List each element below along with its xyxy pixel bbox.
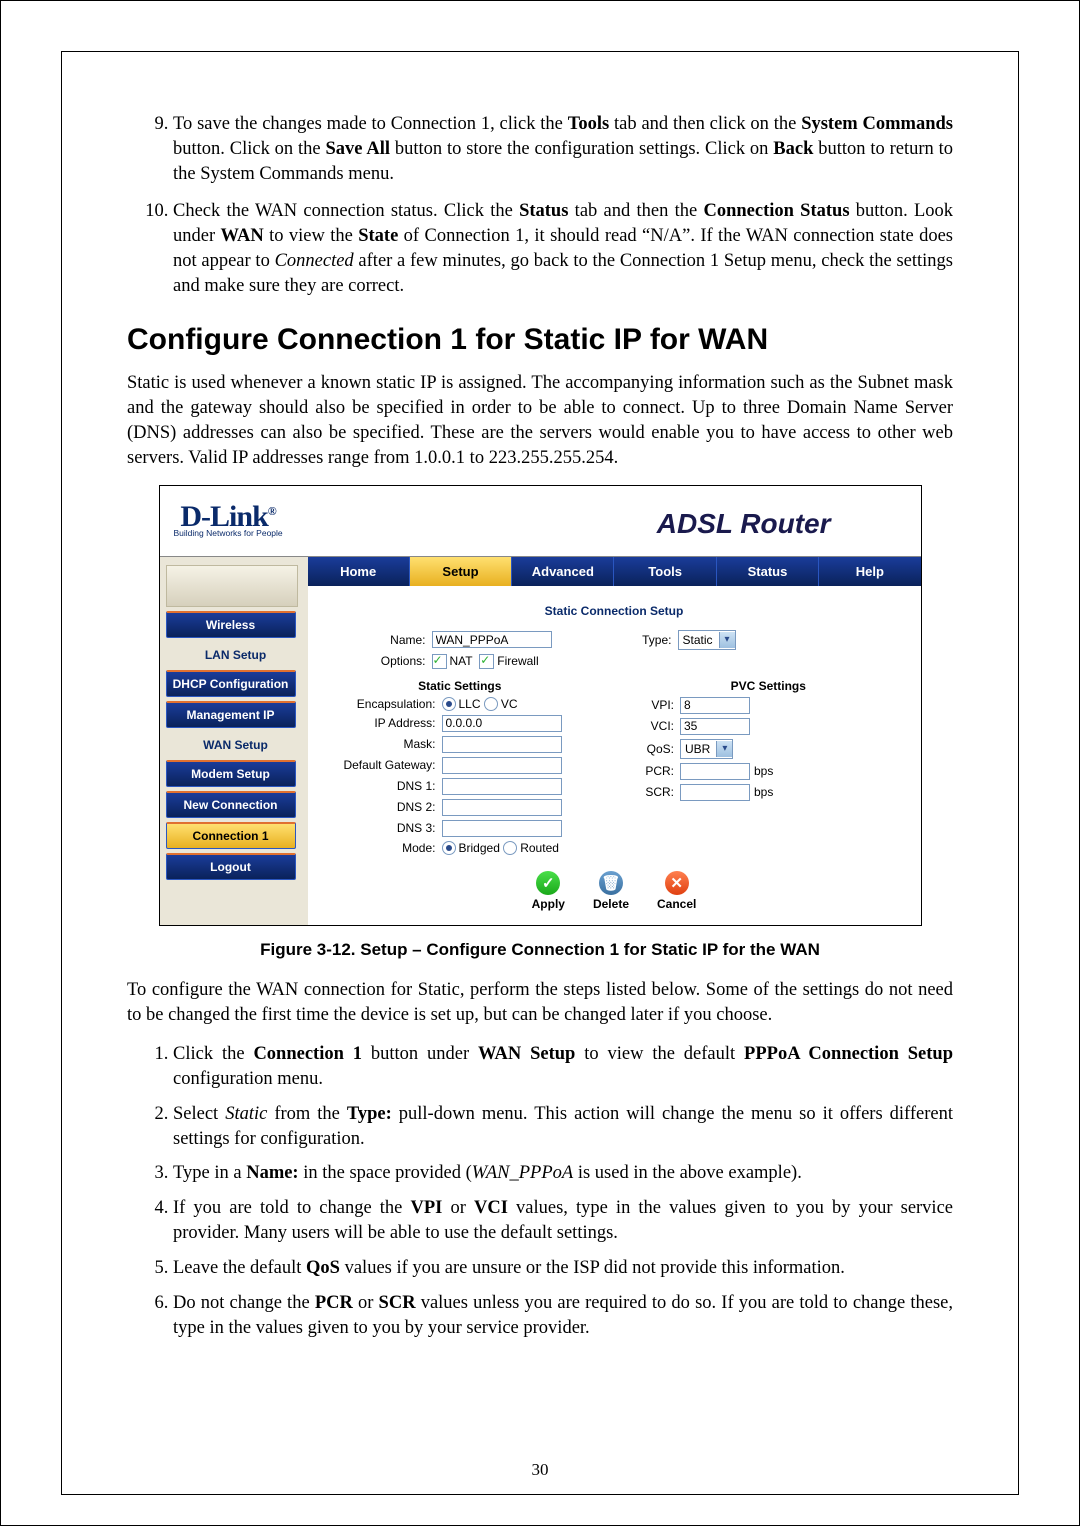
check-icon: ✓	[536, 871, 560, 895]
gw-input[interactable]	[442, 757, 562, 774]
sidebar-logout-button[interactable]: Logout	[166, 853, 296, 880]
main-tabs: HomeSetupAdvancedToolsStatusHelp	[308, 557, 921, 586]
dns1-label: DNS 1:	[326, 779, 442, 793]
step-item: Select Static from the Type: pull-down m…	[173, 1102, 953, 1152]
router-title: ADSL Router	[657, 508, 831, 540]
scr-input[interactable]	[680, 784, 750, 801]
vci-input[interactable]	[680, 718, 750, 735]
qos-select[interactable]: UBR▾	[680, 739, 733, 759]
steps-list: Click the Connection 1 button under WAN …	[127, 1042, 953, 1342]
mask-label: Mask:	[326, 737, 442, 751]
cancel-button[interactable]: ✕ Cancel	[657, 871, 696, 911]
encap-label: Encapsulation:	[326, 697, 442, 711]
chevron-down-icon: ▾	[719, 632, 735, 648]
tab-advanced[interactable]: Advanced	[512, 557, 614, 586]
trash-icon: 🗑	[599, 871, 623, 895]
intro-paragraph: Static is used whenever a known static I…	[127, 371, 953, 471]
figure-caption: Figure 3-12. Setup – Configure Connectio…	[127, 940, 953, 960]
brand-logo: D-Link® Building Networks for People	[174, 503, 283, 538]
sidebar-wireless-button[interactable]: Wireless	[166, 611, 296, 638]
nat-label: NAT	[450, 654, 473, 668]
tab-setup[interactable]: Setup	[410, 557, 512, 586]
step-item: Leave the default QoS values if you are …	[173, 1256, 953, 1281]
pcr-input[interactable]	[680, 763, 750, 780]
mode-label: Mode:	[326, 841, 442, 855]
mode-routed-label: Routed	[520, 841, 559, 855]
post-paragraph: To configure the WAN connection for Stat…	[127, 978, 953, 1028]
panel-title: Static Connection Setup	[326, 604, 903, 618]
dns3-label: DNS 3:	[326, 821, 442, 835]
mode-routed-radio[interactable]	[503, 841, 517, 855]
pre-step-item: Check the WAN connection status. Click t…	[173, 199, 953, 299]
qos-label: QoS:	[634, 742, 680, 756]
firewall-label: Firewall	[497, 654, 538, 668]
name-label: Name:	[366, 633, 432, 647]
vpi-input[interactable]	[680, 697, 750, 714]
pre-step-item: To save the changes made to Connection 1…	[173, 112, 953, 187]
scr-unit: bps	[754, 785, 773, 799]
sidebar-item[interactable]: Management IP	[166, 701, 296, 728]
close-icon: ✕	[665, 871, 689, 895]
tab-home[interactable]: Home	[308, 557, 410, 586]
gw-label: Default Gateway:	[326, 758, 442, 772]
encap-vc-radio[interactable]	[484, 697, 498, 711]
mode-bridged-label: Bridged	[459, 841, 500, 855]
mask-input[interactable]	[442, 736, 562, 753]
dns1-input[interactable]	[442, 778, 562, 795]
sidebar-item[interactable]: DHCP Configuration	[166, 670, 296, 697]
apply-button[interactable]: ✓ Apply	[532, 871, 565, 911]
nat-checkbox[interactable]	[432, 654, 447, 669]
step-item: Type in a Name: in the space provided (W…	[173, 1161, 953, 1186]
page-number: 30	[62, 1460, 1018, 1480]
delete-button[interactable]: 🗑 Delete	[593, 871, 629, 911]
sidebar-group-wan-label: WAN Setup	[170, 738, 302, 752]
step-item: Do not change the PCR or SCR values unle…	[173, 1291, 953, 1341]
encap-vc-label: VC	[501, 697, 518, 711]
dns3-input[interactable]	[442, 820, 562, 837]
firewall-checkbox[interactable]	[479, 654, 494, 669]
step-item: If you are told to change the VPI or VCI…	[173, 1196, 953, 1246]
sidebar: Wireless LAN Setup DHCP Configuration Man…	[160, 557, 308, 925]
sidebar-item[interactable]: Connection 1	[166, 822, 296, 849]
sidebar-item[interactable]: New Connection	[166, 791, 296, 818]
section-heading: Configure Connection 1 for Static IP for…	[127, 323, 953, 357]
pcr-unit: bps	[754, 764, 773, 778]
options-label: Options:	[366, 654, 432, 668]
type-label: Type:	[632, 633, 678, 647]
router-screenshot: D-Link® Building Networks for People ADS…	[127, 485, 953, 926]
vci-label: VCI:	[634, 719, 680, 733]
encap-llc-radio[interactable]	[442, 697, 456, 711]
mode-bridged-radio[interactable]	[442, 841, 456, 855]
vpi-label: VPI:	[634, 698, 680, 712]
pvc-settings-title: PVC Settings	[634, 679, 903, 693]
sidebar-item[interactable]: Modem Setup	[166, 760, 296, 787]
type-select[interactable]: Static▾	[678, 630, 736, 650]
tab-status[interactable]: Status	[717, 557, 819, 586]
pre-steps-list: To save the changes made to Connection 1…	[127, 112, 953, 299]
product-image	[166, 565, 298, 607]
name-input[interactable]	[432, 631, 552, 648]
ip-input[interactable]	[442, 715, 562, 732]
scr-label: SCR:	[634, 785, 680, 799]
tab-tools[interactable]: Tools	[614, 557, 716, 586]
encap-llc-label: LLC	[459, 697, 481, 711]
chevron-down-icon: ▾	[716, 741, 732, 757]
step-item: Click the Connection 1 button under WAN …	[173, 1042, 953, 1092]
sidebar-group-lan-label: LAN Setup	[170, 648, 302, 662]
dns2-label: DNS 2:	[326, 800, 442, 814]
tab-help[interactable]: Help	[819, 557, 920, 586]
pcr-label: PCR:	[634, 764, 680, 778]
static-settings-title: Static Settings	[326, 679, 595, 693]
dns2-input[interactable]	[442, 799, 562, 816]
ip-label: IP Address:	[326, 716, 442, 730]
